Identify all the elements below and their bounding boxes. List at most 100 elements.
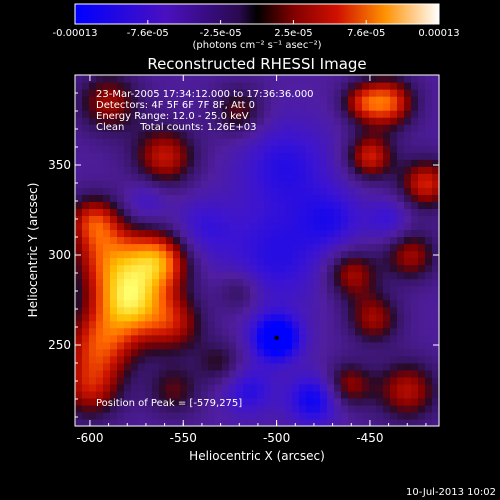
heatmap-cell <box>96 369 104 378</box>
heatmap-cell <box>103 82 111 90</box>
heatmap-cell <box>411 82 419 90</box>
heatmap-cell <box>201 180 209 188</box>
heatmap-cell <box>250 194 258 202</box>
heatmap-cell <box>236 320 244 329</box>
heatmap-cell <box>250 390 258 399</box>
heatmap-cell <box>418 138 426 146</box>
heatmap-cell <box>404 341 412 350</box>
heatmap-cell <box>418 96 426 104</box>
heatmap-cell <box>285 299 293 308</box>
heatmap-cell <box>145 355 153 364</box>
heatmap-cell <box>103 306 111 315</box>
heatmap-cell <box>348 264 356 273</box>
heatmap-cell <box>383 159 391 167</box>
heatmap-cell <box>432 124 440 132</box>
heatmap-cell <box>243 418 251 427</box>
heatmap-cell <box>425 278 433 287</box>
heatmap-cell <box>362 292 370 301</box>
heatmap-cell <box>187 334 195 343</box>
heatmap-cell <box>299 390 307 399</box>
heatmap-cell <box>159 257 167 266</box>
heatmap-cell <box>355 306 363 315</box>
heatmap-cell <box>208 173 216 181</box>
heatmap-cell <box>138 103 146 111</box>
heatmap-cell <box>271 103 279 111</box>
heatmap-cell <box>215 138 223 146</box>
heatmap-cell <box>369 75 377 83</box>
heatmap-cell <box>201 306 209 315</box>
heatmap-cell <box>229 96 237 104</box>
heatmap-cell <box>201 369 209 378</box>
heatmap-cell <box>131 187 139 195</box>
heatmap-cell <box>89 292 97 301</box>
heatmap-cell <box>215 180 223 188</box>
heatmap-cell <box>166 138 174 146</box>
heatmap-cell <box>313 306 321 315</box>
heatmap-cell <box>355 271 363 280</box>
heatmap-cell <box>334 404 342 413</box>
heatmap-cell <box>152 236 160 245</box>
heatmap-cell <box>355 201 363 209</box>
heatmap-cell <box>180 145 188 153</box>
heatmap-cell <box>229 152 237 160</box>
heatmap-cell <box>180 292 188 301</box>
heatmap-cell <box>334 166 342 174</box>
heatmap-cell <box>243 376 251 385</box>
heatmap-cell <box>103 320 111 329</box>
heatmap-cell <box>75 376 83 385</box>
heatmap-cell <box>117 180 125 188</box>
heatmap-cell <box>334 320 342 329</box>
heatmap-cell <box>89 376 97 385</box>
heatmap-cell <box>271 404 279 413</box>
heatmap-cell <box>138 180 146 188</box>
heatmap-cell <box>432 271 440 280</box>
heatmap-cell <box>103 369 111 378</box>
heatmap-cell <box>425 376 433 385</box>
heatmap-cell <box>334 82 342 90</box>
heatmap-cell <box>152 250 160 259</box>
heatmap-cell <box>425 418 433 427</box>
heatmap-cell <box>285 145 293 153</box>
heatmap-cell <box>418 194 426 202</box>
heatmap-cell <box>257 222 265 231</box>
heatmap-cell <box>285 334 293 343</box>
heatmap-cell <box>327 187 335 195</box>
heatmap-cell <box>369 334 377 343</box>
heatmap-cell <box>243 411 251 420</box>
heatmap-cell <box>236 124 244 132</box>
heatmap-cell <box>152 159 160 167</box>
heatmap-cell <box>257 257 265 266</box>
heatmap-cell <box>327 222 335 231</box>
heatmap-cell <box>383 131 391 139</box>
heatmap-cell <box>390 222 398 231</box>
heatmap-cell <box>152 390 160 399</box>
heatmap-cell <box>355 138 363 146</box>
heatmap-cell <box>124 292 132 301</box>
heatmap-cell <box>264 222 272 231</box>
heatmap-cell <box>103 173 111 181</box>
heatmap-cell <box>138 271 146 280</box>
heatmap-cell <box>180 187 188 195</box>
heatmap-cell <box>278 411 286 420</box>
heatmap-cell <box>362 243 370 252</box>
heatmap-area <box>75 75 440 427</box>
heatmap-cell <box>82 411 90 420</box>
heatmap-cell <box>425 404 433 413</box>
heatmap-cell <box>397 236 405 245</box>
heatmap-cell <box>250 138 258 146</box>
heatmap-cell <box>145 152 153 160</box>
heatmap-cell <box>383 117 391 125</box>
heatmap-cell <box>390 124 398 132</box>
heatmap-cell <box>194 180 202 188</box>
heatmap-cell <box>418 215 426 224</box>
heatmap-cell <box>201 299 209 308</box>
heatmap-cell <box>215 292 223 301</box>
heatmap-cell <box>306 124 314 132</box>
heatmap-cell <box>397 362 405 371</box>
heatmap-cell <box>278 418 286 427</box>
heatmap-cell <box>131 362 139 371</box>
heatmap-cell <box>124 383 132 392</box>
heatmap-cell <box>180 320 188 329</box>
heatmap-cell <box>173 110 181 118</box>
heatmap-cell <box>369 397 377 406</box>
